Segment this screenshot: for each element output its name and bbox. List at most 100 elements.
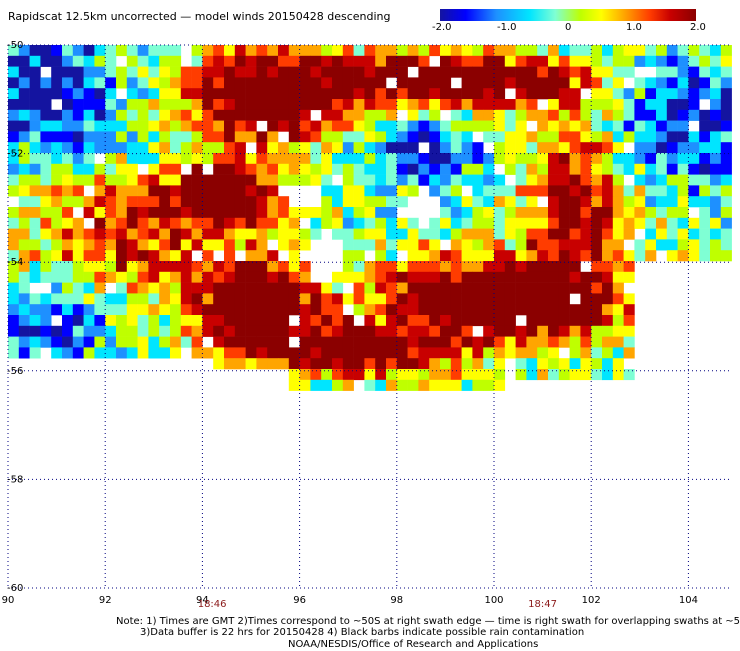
wind-cell <box>332 379 344 391</box>
wind-cell <box>537 304 549 316</box>
wind-cell <box>159 185 171 197</box>
wind-cell <box>386 131 398 143</box>
wind-cell <box>256 358 268 370</box>
wind-cell <box>105 109 117 121</box>
wind-cell <box>170 336 182 348</box>
wind-cell <box>105 163 117 175</box>
wind-cell <box>29 185 41 197</box>
wind-cell <box>688 66 700 78</box>
wind-cell <box>548 282 560 294</box>
wind-cell <box>515 174 527 186</box>
wind-cell <box>105 45 117 57</box>
wind-cell <box>202 217 214 229</box>
wind-cell <box>612 293 624 305</box>
wind-cell <box>62 347 74 359</box>
wind-cell <box>407 358 419 370</box>
wind-cell <box>407 88 419 100</box>
wind-cell <box>321 45 333 57</box>
wind-cell <box>677 250 689 262</box>
wind-cell <box>548 45 560 57</box>
wind-cell <box>612 109 624 121</box>
wind-cell <box>51 185 63 197</box>
wind-cell <box>8 239 20 251</box>
wind-cell <box>299 66 311 78</box>
wind-cell <box>332 120 344 132</box>
wind-cell <box>710 153 722 165</box>
wind-cell <box>224 174 236 186</box>
wind-cell <box>278 304 290 316</box>
wind-cell <box>710 109 722 121</box>
wind-cell <box>515 99 527 111</box>
wind-cell <box>321 217 333 229</box>
wind-cell <box>494 293 506 305</box>
wind-cell <box>580 109 592 121</box>
wind-cell <box>278 325 290 337</box>
wind-cell <box>656 77 668 89</box>
wind-cell <box>386 66 398 78</box>
wind-cell <box>386 163 398 175</box>
wind-cell <box>645 217 657 229</box>
wind-cell <box>364 261 376 273</box>
wind-cell <box>461 304 473 316</box>
wind-cell <box>569 66 581 78</box>
wind-cell <box>353 120 365 132</box>
wind-cell <box>224 55 236 67</box>
wind-cell <box>591 153 603 165</box>
wind-cell <box>688 109 700 121</box>
wind-cell <box>612 55 624 67</box>
wind-cell <box>40 271 52 283</box>
wind-cell <box>278 261 290 273</box>
wind-cell <box>256 207 268 219</box>
wind-cell <box>656 228 668 240</box>
wind-cell <box>558 315 570 327</box>
wind-cell <box>602 239 614 251</box>
wind-cell <box>29 250 41 262</box>
wind-cell <box>278 55 290 67</box>
wind-cell <box>591 207 603 219</box>
wind-cell <box>18 120 30 132</box>
wind-cell <box>375 358 387 370</box>
wind-cell <box>688 99 700 111</box>
wind-cell <box>256 347 268 359</box>
wind-cell <box>40 207 52 219</box>
wind-cell <box>526 55 538 67</box>
wind-cell <box>51 228 63 240</box>
wind-cell <box>137 282 149 294</box>
wind-cell <box>375 131 387 143</box>
wind-cell <box>386 217 398 229</box>
wind-cell <box>40 293 52 305</box>
wind-cell <box>213 228 225 240</box>
wind-cell <box>407 347 419 359</box>
wind-cell <box>548 174 560 186</box>
wind-cell <box>62 304 74 316</box>
wind-cell <box>94 120 106 132</box>
wind-cell <box>213 66 225 78</box>
wind-cell <box>256 45 268 57</box>
wind-cell <box>612 369 624 381</box>
wind-cell <box>51 250 63 262</box>
wind-cell <box>645 196 657 208</box>
wind-cell <box>267 45 279 57</box>
wind-cell <box>634 239 646 251</box>
wind-cell <box>72 153 84 165</box>
wind-cell <box>440 347 452 359</box>
wind-cell <box>288 304 300 316</box>
wind-cell <box>666 142 678 154</box>
wind-cell <box>29 45 41 57</box>
wind-cell <box>364 174 376 186</box>
wind-cell <box>342 153 354 165</box>
wind-cell <box>8 228 20 240</box>
wind-cell <box>353 163 365 175</box>
wind-cell <box>332 66 344 78</box>
longitude-tick-label: 96 <box>293 595 306 606</box>
wind-cell <box>332 185 344 197</box>
wind-cell <box>234 358 246 370</box>
wind-cell <box>526 271 538 283</box>
wind-cell <box>450 282 462 294</box>
wind-cell <box>407 261 419 273</box>
wind-cell <box>364 55 376 67</box>
wind-cell <box>310 55 322 67</box>
wind-cell <box>364 325 376 337</box>
wind-cell <box>310 120 322 132</box>
wind-cell <box>321 66 333 78</box>
